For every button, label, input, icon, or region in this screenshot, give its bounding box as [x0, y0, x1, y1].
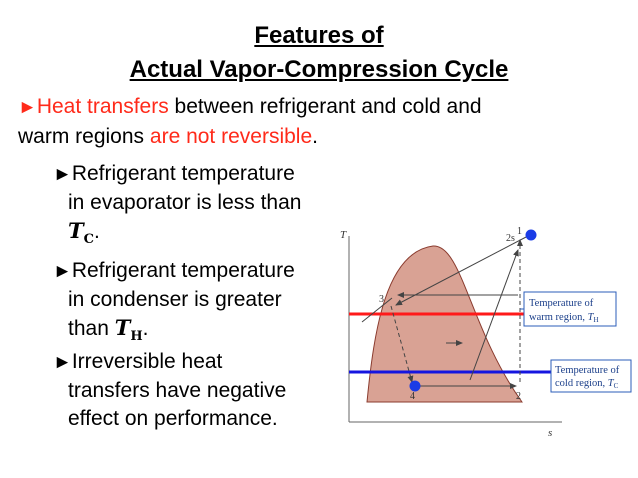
sub-bullet-condenser: ►Refrigerant temperature in condenser is…: [53, 257, 353, 346]
bullet-arrow-icon: ►: [53, 352, 72, 373]
sub2-symbol: T: [114, 315, 131, 340]
main-bullet-period: .: [312, 125, 318, 148]
sub3-line3: effect on performance.: [68, 407, 278, 430]
state-2s-label: 2s: [506, 233, 515, 244]
sub1-subscript: C: [83, 232, 94, 247]
slide-title-line2: Actual Vapor-Compression Cycle: [129, 56, 509, 83]
sub-bullet-irreversible: ►Irreversible heat transfers have negati…: [53, 348, 353, 433]
bullet-arrow-icon: ►: [18, 97, 37, 118]
sub3-line2: transfers have negative: [68, 379, 287, 402]
main-bullet-text2: warm regions: [18, 125, 150, 148]
warm-region-box: [523, 291, 617, 327]
expansion-path: [390, 305, 414, 383]
main-bullet-red2: are not reversible: [149, 125, 313, 148]
warm-box-line1: Temperature of: [529, 298, 594, 309]
cold-region-box: [550, 359, 632, 393]
bullet-arrow-icon: ►: [53, 261, 72, 282]
sub-bullet-evaporator: ►Refrigerant temperature in evaporator i…: [53, 160, 353, 249]
subcool-path: [361, 297, 393, 323]
sub1-tail: .: [94, 220, 100, 243]
sub3-line1: Irreversible heat: [71, 350, 223, 373]
sub1-symbol: T: [68, 218, 84, 243]
sub2-line3-prefix: than: [68, 317, 115, 340]
sub2-tail: .: [142, 317, 149, 340]
sub1-line3: TC.: [53, 217, 353, 249]
sub2-line3: than TH.: [53, 314, 353, 346]
main-bullet-red1: Heat transfers: [36, 95, 169, 118]
bullet-arrow-icon: ►: [53, 164, 72, 185]
state-1-label: 2: [516, 391, 521, 402]
cold-box-line1: Temperature of: [555, 365, 620, 376]
desuperheat-path: [395, 235, 529, 306]
state-3-label: 3: [379, 294, 384, 305]
s-axis-label: s: [548, 427, 552, 439]
state-4-dot: [409, 380, 421, 392]
main-bullet-text1: between refrigerant and cold and: [168, 95, 482, 118]
t-axis-label: T: [340, 229, 347, 241]
sub2-line2: in condenser is greater: [68, 288, 282, 311]
cold-box-line2: cold region, TC: [555, 378, 619, 390]
sub2-subscript: H: [130, 329, 143, 344]
sub1-line2: in evaporator is less than: [68, 191, 302, 214]
main-bullet: ►Heat transfers between refrigerant and …: [18, 92, 628, 151]
sub1-line1: Refrigerant temperature: [71, 162, 295, 185]
warm-box-line2: warm region, TH: [529, 312, 599, 324]
state-4-label: 4: [410, 391, 415, 402]
compression-actual: [469, 249, 519, 381]
state-2-label: 1: [517, 226, 522, 237]
vapor-dome: [366, 245, 523, 403]
slide-title-line1: Features of: [254, 22, 384, 49]
sub2-line1: Refrigerant temperature: [71, 259, 295, 282]
state-2-dot: [525, 229, 537, 241]
